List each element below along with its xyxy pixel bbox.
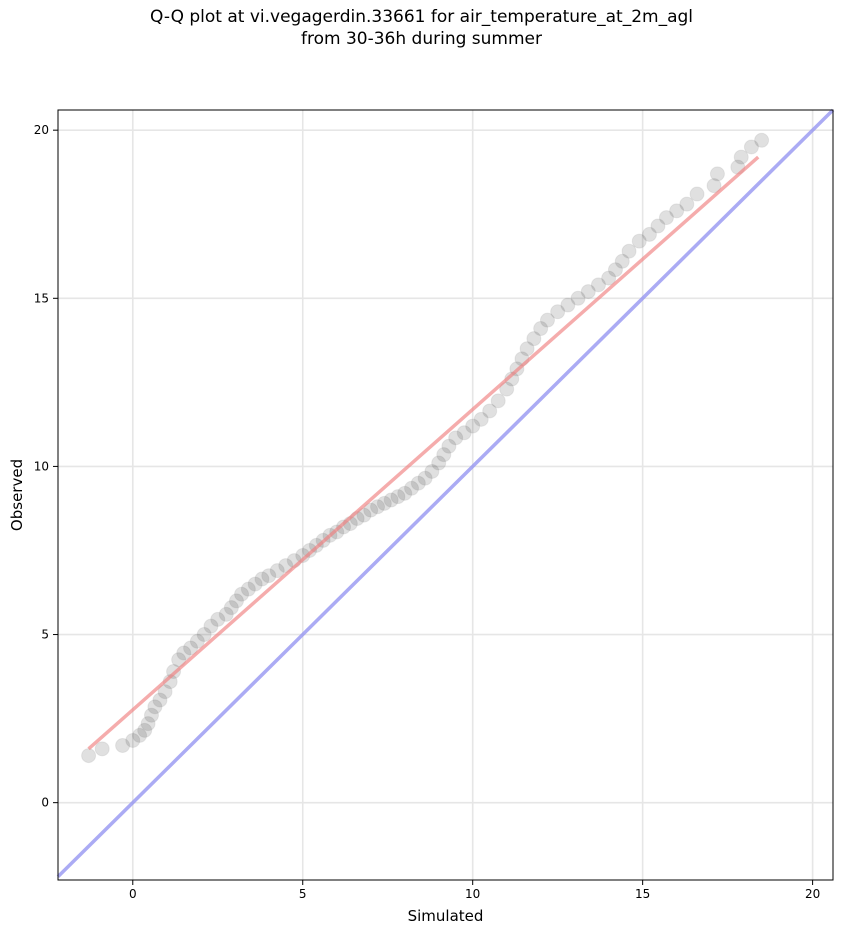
identity-line	[56, 108, 835, 878]
data-point	[234, 586, 250, 602]
x-axis-label: Simulated	[408, 907, 484, 925]
data-point	[132, 727, 148, 743]
x-tick-label: 5	[299, 887, 307, 901]
data-point	[410, 475, 426, 491]
data-point	[240, 581, 256, 597]
data-point	[115, 738, 131, 754]
data-point	[709, 166, 725, 182]
data-point	[390, 489, 406, 505]
data-point	[140, 716, 156, 732]
data-point	[436, 447, 452, 463]
data-point	[370, 499, 386, 515]
chart-title: Q-Q plot at vi.vegagerdin.33661 for air_…	[0, 6, 843, 50]
data-point	[539, 312, 555, 328]
data-point	[482, 403, 498, 419]
data-point	[254, 571, 270, 587]
data-point	[570, 290, 586, 306]
data-point	[621, 243, 637, 259]
data-point	[519, 341, 535, 357]
x-tick-label: 10	[465, 887, 480, 901]
y-axis-label: Observed	[8, 459, 26, 531]
scatter-points	[81, 132, 770, 764]
data-point	[431, 455, 447, 471]
data-point	[336, 519, 352, 535]
data-point	[203, 618, 219, 634]
data-point	[550, 304, 566, 320]
data-point	[81, 748, 97, 764]
data-point	[176, 645, 192, 661]
y-tick-label: 0	[41, 796, 49, 810]
fit-line	[87, 155, 760, 751]
data-point	[679, 196, 695, 212]
data-point	[210, 611, 226, 627]
data-point	[261, 568, 277, 584]
data-point	[706, 178, 722, 194]
data-point	[590, 277, 606, 293]
data-point	[424, 463, 440, 479]
axis-ticks: 0 5 10 15 20 0 5 10 15 20	[34, 123, 821, 901]
data-point	[376, 495, 392, 511]
data-point	[157, 684, 173, 700]
data-point	[417, 470, 433, 486]
chart-title-line-2: from 30-36h during summer	[301, 29, 542, 49]
data-point	[137, 722, 153, 738]
data-point	[228, 593, 244, 609]
fit-line-path	[87, 155, 760, 751]
y-tick-label: 15	[34, 291, 49, 305]
y-tick-label: 20	[34, 123, 49, 137]
data-point	[689, 186, 705, 202]
data-point	[631, 233, 647, 249]
data-point	[490, 393, 506, 409]
data-point	[650, 218, 666, 234]
data-point	[533, 321, 549, 337]
data-point	[383, 492, 399, 508]
data-point	[607, 262, 623, 278]
data-point	[125, 732, 141, 748]
data-point	[397, 485, 413, 501]
data-point	[580, 284, 596, 300]
data-point	[189, 633, 205, 649]
y-tick-label: 10	[34, 459, 49, 473]
data-point	[448, 430, 464, 446]
data-point	[247, 576, 263, 592]
x-tick-label: 20	[805, 887, 820, 901]
data-point	[302, 542, 318, 558]
data-point	[669, 203, 685, 219]
data-point	[223, 600, 239, 616]
data-point	[171, 652, 187, 668]
data-point	[560, 297, 576, 313]
data-point	[733, 149, 749, 165]
data-point	[473, 411, 489, 427]
data-point	[94, 741, 110, 757]
data-point	[754, 132, 770, 148]
data-point	[526, 331, 542, 347]
data-point	[614, 253, 630, 269]
data-point	[743, 139, 759, 155]
data-point	[143, 707, 159, 723]
data-point	[218, 606, 234, 622]
data-point	[499, 381, 515, 397]
x-tick-label: 15	[635, 887, 650, 901]
data-point	[601, 270, 617, 286]
identity-line-path	[56, 108, 835, 878]
plot-frame	[57, 109, 834, 881]
data-point	[456, 425, 472, 441]
data-point	[183, 640, 199, 656]
data-point	[641, 226, 657, 242]
data-point	[465, 418, 481, 434]
data-point	[404, 480, 420, 496]
data-point	[147, 699, 163, 715]
data-point	[658, 210, 674, 226]
data-point	[196, 627, 212, 643]
chart-title-line-1: Q-Q plot at vi.vegagerdin.33661 for air_…	[149, 7, 694, 27]
grid	[58, 110, 833, 880]
y-tick-label: 5	[41, 628, 49, 642]
data-point	[441, 438, 457, 454]
x-tick-label: 0	[129, 887, 137, 901]
data-point	[356, 507, 372, 523]
data-point	[269, 563, 285, 579]
data-point	[152, 692, 168, 708]
data-point	[363, 502, 379, 518]
